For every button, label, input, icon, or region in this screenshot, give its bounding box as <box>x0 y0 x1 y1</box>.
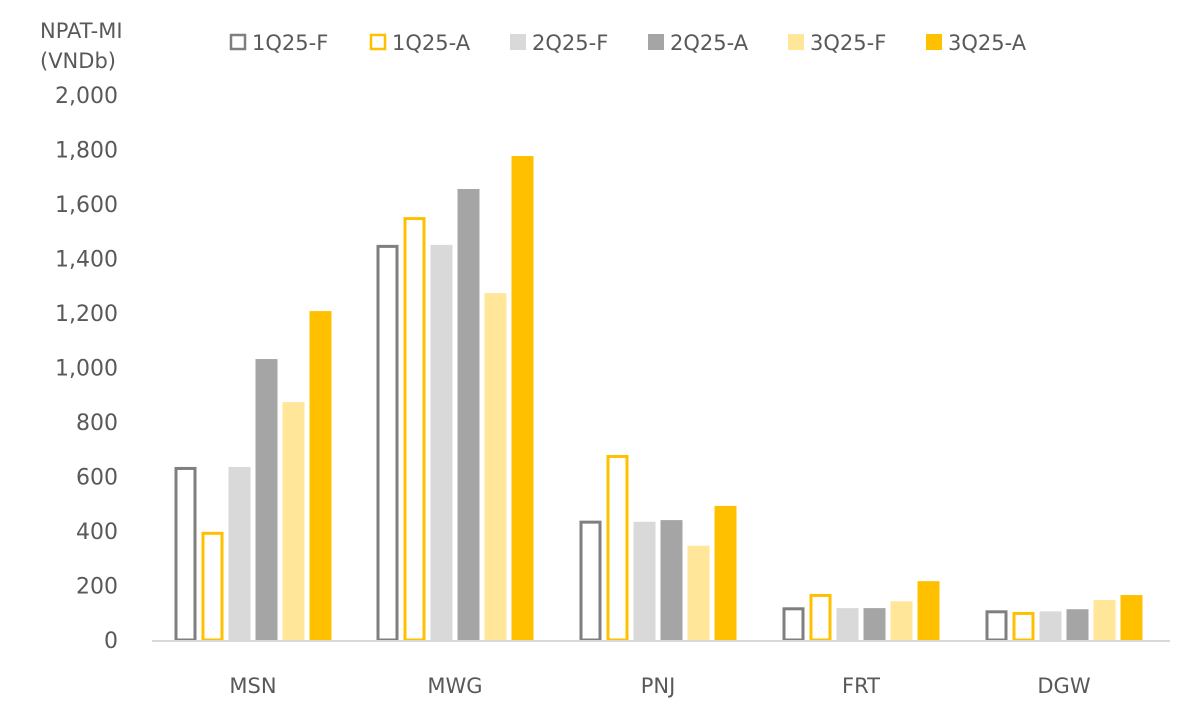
bar-pnj-2q25-a <box>660 520 683 640</box>
y-tick-label: 2,000 <box>55 84 118 109</box>
bar-dgw-3q25-a <box>1120 595 1143 640</box>
bar-frt-3q25-f <box>890 601 913 640</box>
y-tick-label: 0 <box>104 629 118 654</box>
bar-dgw-2q25-f <box>1039 611 1062 640</box>
legend-swatch <box>510 34 526 50</box>
x-tick-label: DGW <box>1037 674 1090 698</box>
x-tick-label: MSN <box>229 674 276 698</box>
y-axis: 0 200 400 600 800 1,000 1,200 1,400 1,600 1,800 2,… <box>55 84 118 654</box>
y-tick-label: 600 <box>76 466 118 491</box>
bar-mwg-2q25-f <box>430 244 453 640</box>
bar-pnj-1q25-f <box>579 520 602 642</box>
bar-pnj-3q25-a <box>714 505 737 640</box>
bar-mwg-3q25-a <box>511 156 534 641</box>
bar-frt-2q25-f <box>836 608 859 640</box>
legend-swatch <box>369 33 387 51</box>
y-tick-label: 200 <box>76 575 118 600</box>
y-tick-label: 800 <box>76 411 118 436</box>
y-axis-title: NPAT-MI (VNDb) <box>40 19 123 73</box>
legend-label: 3Q25-F <box>810 31 886 55</box>
y-axis-title-line: (VNDb) <box>40 49 116 73</box>
bar-dgw-1q25-a <box>1012 611 1035 642</box>
x-tick-label: MWG <box>427 674 482 698</box>
legend-label: 1Q25-F <box>252 31 328 55</box>
legend-item: 1Q25-F <box>229 31 328 55</box>
bar-pnj-1q25-a <box>606 454 629 642</box>
legend-swatch <box>788 34 804 50</box>
y-axis-title-line: NPAT-MI <box>40 19 123 43</box>
bar-msn-2q25-f <box>228 466 251 640</box>
legend-item: 2Q25-A <box>648 31 749 55</box>
y-tick-label: 1,400 <box>55 248 118 273</box>
legend-swatch <box>926 34 942 50</box>
legend-item: 1Q25-A <box>369 31 471 55</box>
legend-swatch <box>229 33 247 51</box>
bar-pnj-3q25-f <box>687 545 710 640</box>
legend-item: 3Q25-F <box>788 31 886 55</box>
x-tick-label: FRT <box>842 674 880 698</box>
bar-mwg-3q25-f <box>484 293 507 640</box>
bar-mwg-1q25-a <box>403 217 426 642</box>
y-tick-label: 400 <box>76 520 118 545</box>
bar-dgw-1q25-f <box>985 610 1008 642</box>
bar-dgw-2q25-a <box>1066 609 1089 640</box>
bar-msn-1q25-f <box>174 466 197 642</box>
legend-label: 3Q25-A <box>948 31 1027 55</box>
legend-label: 2Q25-A <box>670 31 749 55</box>
bar-msn-3q25-a <box>309 311 332 640</box>
bar-pnj-2q25-f <box>633 521 656 640</box>
legend: 1Q25-F 1Q25-A 2Q25-F 2Q25-A 3Q25-F 3Q25-A <box>229 31 1027 55</box>
bars <box>174 156 1143 642</box>
bar-dgw-3q25-f <box>1093 599 1116 640</box>
y-tick-label: 1,600 <box>55 193 118 218</box>
x-axis: MSN MWG PNJ FRT DGW <box>229 674 1090 698</box>
x-tick-label: PNJ <box>641 674 676 698</box>
legend-label: 2Q25-F <box>532 31 608 55</box>
bar-msn-2q25-a <box>255 359 278 640</box>
bar-msn-3q25-f <box>282 402 305 640</box>
legend-item: 2Q25-F <box>510 31 608 55</box>
bar-msn-1q25-a <box>201 531 224 642</box>
y-tick-label: 1,000 <box>55 357 118 382</box>
bar-mwg-1q25-f <box>376 244 399 642</box>
y-tick-label: 1,800 <box>55 139 118 164</box>
legend-label: 1Q25-A <box>392 31 471 55</box>
bar-frt-1q25-f <box>782 607 805 642</box>
y-tick-label: 1,200 <box>55 302 118 327</box>
bar-mwg-2q25-a <box>457 189 480 640</box>
bar-frt-1q25-a <box>809 593 832 642</box>
bar-frt-3q25-a <box>917 581 940 640</box>
legend-swatch <box>648 34 664 50</box>
legend-item: 3Q25-A <box>926 31 1027 55</box>
bar-frt-2q25-a <box>863 608 886 640</box>
